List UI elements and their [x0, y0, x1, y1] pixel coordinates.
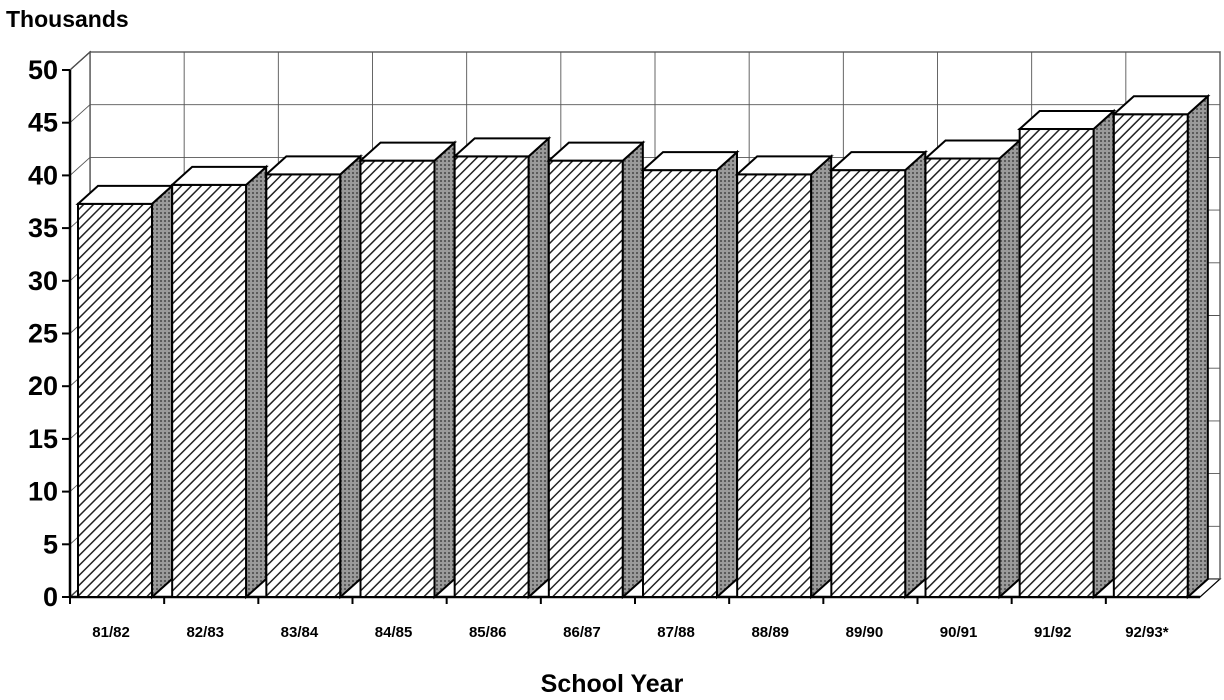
bar-front [736, 173, 813, 598]
y-tick-label: 0 [43, 582, 58, 612]
bar-side [151, 183, 173, 600]
bar-side [245, 164, 268, 600]
bar-top [546, 141, 646, 162]
y-tick-label: 15 [28, 424, 58, 454]
x-tick-label: 84/85 [375, 624, 413, 641]
bar [452, 136, 552, 600]
bar-top [263, 155, 363, 176]
bar [75, 183, 175, 600]
y-tick-label: 40 [28, 160, 58, 190]
bars [75, 94, 1211, 600]
bar-top [169, 165, 269, 186]
bar-side [904, 149, 927, 600]
x-tick-label: 86/87 [563, 624, 601, 641]
x-tick-label: 90/91 [940, 624, 978, 641]
bar-front [359, 159, 436, 598]
bar-side [810, 154, 833, 600]
bar-top [357, 141, 458, 162]
x-tick-label: 81/82 [92, 624, 130, 641]
x-tick-label: 92/93* [1125, 624, 1169, 641]
bar [1017, 108, 1117, 600]
bar-front [830, 169, 907, 598]
bar-side [1186, 94, 1209, 600]
y-tick-label: 30 [28, 266, 58, 296]
y-tick-label: 35 [28, 213, 58, 243]
bar-top [828, 151, 928, 172]
bar-front [1112, 113, 1189, 598]
bar-front [265, 173, 342, 598]
x-tick-label: 87/88 [657, 624, 695, 641]
y-tick-label: 25 [28, 319, 58, 349]
bar-front [453, 155, 530, 598]
bar [263, 154, 363, 600]
bar-top [1017, 110, 1117, 131]
bar-top [452, 137, 552, 158]
bar-side [1092, 108, 1115, 600]
bar [357, 140, 458, 600]
y-tick-label: 45 [28, 108, 58, 138]
bar-side [998, 138, 1021, 600]
bar-side [621, 140, 644, 600]
bar-front [77, 202, 153, 598]
bar-front [1018, 128, 1095, 599]
bar-front [642, 169, 718, 598]
bar [169, 164, 269, 600]
bar [828, 149, 928, 600]
bar [734, 154, 834, 600]
x-tick-label: 91/92 [1034, 624, 1072, 641]
bar-side [716, 149, 738, 600]
y-axis-title: Thousands [6, 6, 129, 32]
bar-top [640, 151, 740, 172]
x-tick-label: 89/90 [846, 624, 884, 641]
y-tick-label: 10 [28, 477, 58, 507]
x-tick-label: 83/84 [281, 624, 319, 641]
bar-side [527, 136, 550, 600]
y-axis-ticks: 0 5 10 15 20 25 30 35 40 45 50 [28, 55, 70, 612]
bar-front [924, 157, 1001, 598]
x-tick-label: 85/86 [469, 624, 507, 641]
x-tick-label: 82/83 [186, 624, 224, 641]
y-tick-label: 5 [43, 529, 58, 559]
bar-side [339, 154, 362, 600]
y-tick-label: 50 [28, 55, 58, 85]
bar [922, 138, 1023, 600]
x-axis-ticks: 81/82 82/83 83/84 84/85 85/86 86/87 87/88 88/89… [69, 597, 1169, 641]
bar-top [1111, 95, 1211, 116]
bar-top [734, 155, 834, 176]
y-tick-label: 20 [28, 371, 58, 401]
bar-front [171, 183, 248, 599]
bar [546, 140, 646, 600]
bar [1111, 94, 1211, 600]
bar-side [433, 140, 456, 600]
bar-front [547, 159, 624, 598]
bar [640, 149, 740, 600]
x-axis-title: School Year [541, 670, 684, 698]
x-tick-label: 88/89 [751, 624, 789, 641]
